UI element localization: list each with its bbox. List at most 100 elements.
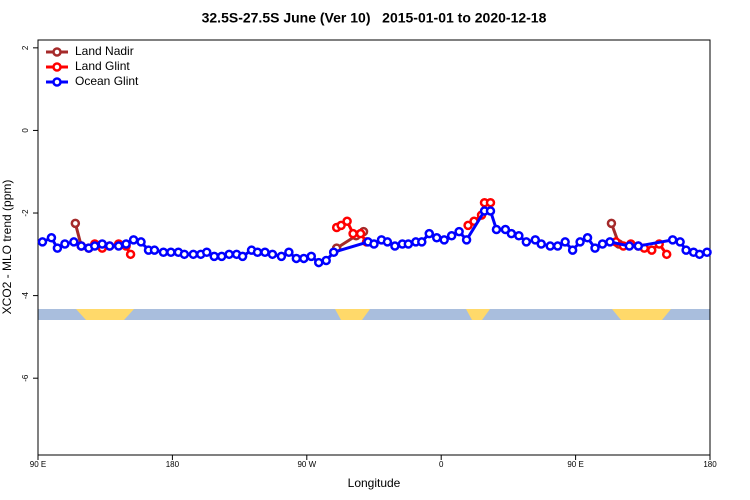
land-band (466, 309, 490, 320)
legend-marker (52, 47, 62, 57)
point (113, 241, 124, 251)
point (46, 233, 57, 243)
point (575, 237, 585, 247)
x-tick-label: 90 E (567, 460, 583, 469)
point (485, 197, 496, 208)
y-tick-label: -2 (21, 209, 30, 217)
land-band (76, 309, 134, 320)
point (536, 239, 547, 249)
point (136, 237, 146, 247)
point (424, 228, 435, 239)
land-band (612, 309, 671, 320)
point (267, 249, 278, 260)
point (89, 241, 100, 251)
point (128, 235, 139, 245)
point (216, 251, 227, 262)
x-tick-label: 90 W (297, 460, 316, 469)
point (52, 243, 63, 253)
point (606, 218, 617, 229)
point (306, 251, 317, 262)
point (76, 241, 87, 251)
point (560, 237, 570, 247)
point (702, 247, 712, 257)
legend-marker (52, 77, 62, 87)
point (252, 247, 263, 257)
point (201, 247, 212, 257)
point (500, 224, 511, 235)
y-tick-label: -6 (21, 374, 30, 382)
point (260, 247, 270, 257)
point (624, 241, 635, 251)
point (348, 228, 358, 239)
surface-band (38, 309, 710, 320)
point (321, 255, 331, 266)
x-tick-label: 0 (439, 460, 444, 469)
point (647, 245, 657, 255)
point (514, 230, 524, 241)
point (431, 233, 442, 243)
point (149, 245, 160, 255)
point (485, 206, 496, 216)
point (382, 237, 393, 247)
point (104, 241, 115, 251)
x-tick-label: 90 E (30, 460, 46, 469)
point (369, 239, 379, 249)
x-tick-label: 180 (166, 460, 180, 469)
point (158, 247, 169, 257)
point (597, 239, 608, 249)
x-tick-label: 180 (703, 460, 717, 469)
point (97, 239, 107, 249)
point (284, 247, 294, 257)
legend-marker (52, 62, 62, 72)
point (661, 249, 672, 260)
point (291, 253, 302, 264)
point (491, 224, 502, 235)
point (276, 251, 287, 262)
point (506, 228, 517, 239)
legend-label: Land Nadir (75, 44, 134, 58)
point (70, 218, 81, 229)
point (125, 249, 136, 260)
point (545, 241, 555, 251)
point (417, 237, 427, 247)
point (188, 249, 199, 260)
point (667, 235, 678, 245)
point (633, 241, 644, 251)
point (530, 235, 541, 245)
point (355, 228, 366, 239)
point (179, 249, 190, 260)
point (439, 235, 449, 245)
point (209, 251, 219, 262)
point (446, 230, 457, 241)
y-tick-label: -4 (21, 292, 30, 300)
series-line (41, 209, 708, 265)
point (590, 243, 600, 253)
point (342, 216, 352, 227)
point (237, 251, 248, 262)
series (37, 206, 712, 268)
legend-label: Ocean Glint (75, 74, 139, 88)
point (224, 249, 234, 260)
point (454, 226, 464, 237)
point (461, 235, 472, 245)
ocean-band (38, 309, 710, 320)
point (605, 237, 615, 247)
point (567, 245, 578, 255)
point (166, 247, 176, 257)
point (403, 239, 414, 249)
point (121, 239, 131, 249)
point (336, 220, 346, 231)
legend-label: Land Glint (75, 59, 130, 73)
point (694, 249, 705, 260)
point (390, 241, 400, 251)
point (313, 257, 324, 268)
chart-title: 32.5S-27.5S June (Ver 10) 2015-01-01 to … (202, 10, 547, 26)
point (60, 239, 70, 249)
point (299, 253, 309, 264)
point (552, 241, 563, 251)
point (582, 233, 593, 243)
y-axis-label: XCO2 - MLO trend (ppm) (0, 180, 14, 315)
point (328, 247, 339, 257)
